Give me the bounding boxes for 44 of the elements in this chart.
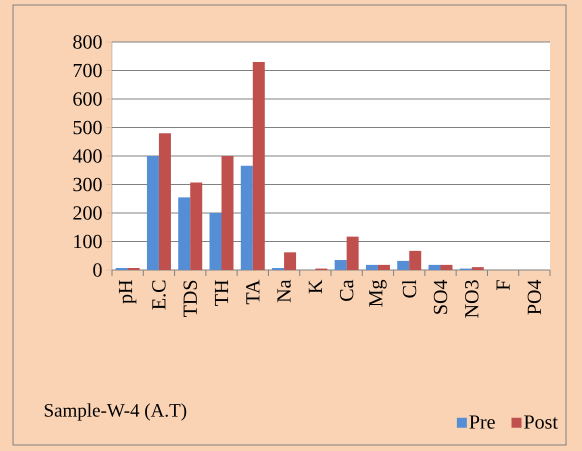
bar [346,236,359,270]
bar [146,156,159,270]
bar [284,252,296,270]
legend-label: Post [524,415,558,429]
y-tick-label: 600 [73,92,102,106]
y-tick-label: 400 [72,149,102,163]
bar [366,264,378,270]
x-tick-label: Mg [369,280,387,307]
y-tick-label: 800 [73,35,102,49]
bar [210,213,222,270]
x-tick-label: E.C [152,280,166,310]
bar [158,133,171,270]
x-tick-label: K [308,280,322,294]
y-tick-label: 500 [74,120,102,134]
text: Sample-W-4 (A.T) [44,403,186,421]
x-tick-label: PO4 [528,280,542,315]
y-tick-label: 700 [74,64,102,78]
bar [334,260,347,270]
bar [190,182,202,270]
bar [440,264,453,270]
x-tick-label: NO3 [465,280,479,318]
bar [397,260,410,270]
x-tick-label: Ca [340,280,354,301]
bar [409,250,422,270]
x-tick-label: TA [246,280,260,304]
x-tick-label: pH [118,280,136,304]
x-tick-label: SO4 [434,280,448,314]
x-tick-label: Cl [402,280,416,298]
y-tick-label: 100 [74,234,102,248]
x-tick-label: F [496,280,510,290]
legend-label: Pre [469,415,495,429]
x-tick-label: TH [214,280,228,306]
bar [378,264,390,270]
bar [178,197,190,270]
y-tick-label: 0 [93,263,102,277]
x-tick-label: TDS [183,280,197,317]
y-tick-label: 200 [73,206,102,220]
bar [240,166,253,270]
bar [222,156,234,270]
x-tick-label: Na [277,280,291,302]
y-tick-label: 300 [73,178,102,192]
bar [428,264,441,270]
bar [252,62,265,270]
bar [472,267,484,270]
